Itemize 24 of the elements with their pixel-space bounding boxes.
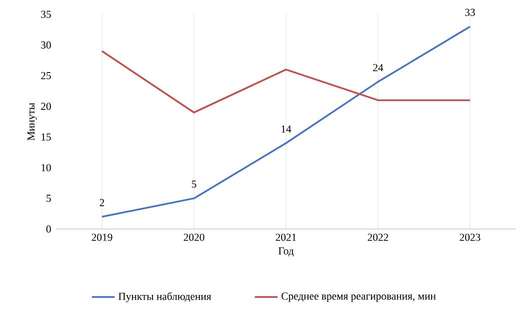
x-tick-label: 2020	[184, 234, 204, 241]
y-axis-title: Минуты	[28, 102, 37, 140]
y-tick-label: 15	[42, 133, 51, 141]
y-tick-label: 30	[41, 41, 51, 49]
x-tick-label: 2021	[276, 234, 296, 241]
legend-label: Среднее время реагирования, мин	[282, 292, 436, 302]
y-tick-label: 10	[42, 164, 51, 172]
x-axis-title: Год	[278, 247, 294, 256]
data-label: 33	[465, 8, 475, 16]
y-tick-label: 20	[41, 102, 51, 110]
x-tick-label: 2019	[92, 234, 112, 241]
y-tick-label: 0	[46, 225, 51, 233]
y-tick-label: 35	[41, 10, 51, 18]
x-tick-label: 2023	[460, 234, 480, 241]
data-label: 14	[282, 125, 292, 132]
data-label: 5	[192, 180, 196, 188]
data-label: 2	[100, 199, 104, 206]
data-label: 24	[373, 64, 384, 72]
line-series	[101, 50, 471, 114]
y-tick-label: 5	[46, 194, 51, 202]
y-tick-label: 25	[41, 72, 51, 80]
line-series	[101, 26, 471, 218]
x-tick-label: 2022	[368, 234, 388, 241]
legend-label: Пункты наблюдения	[118, 292, 212, 302]
